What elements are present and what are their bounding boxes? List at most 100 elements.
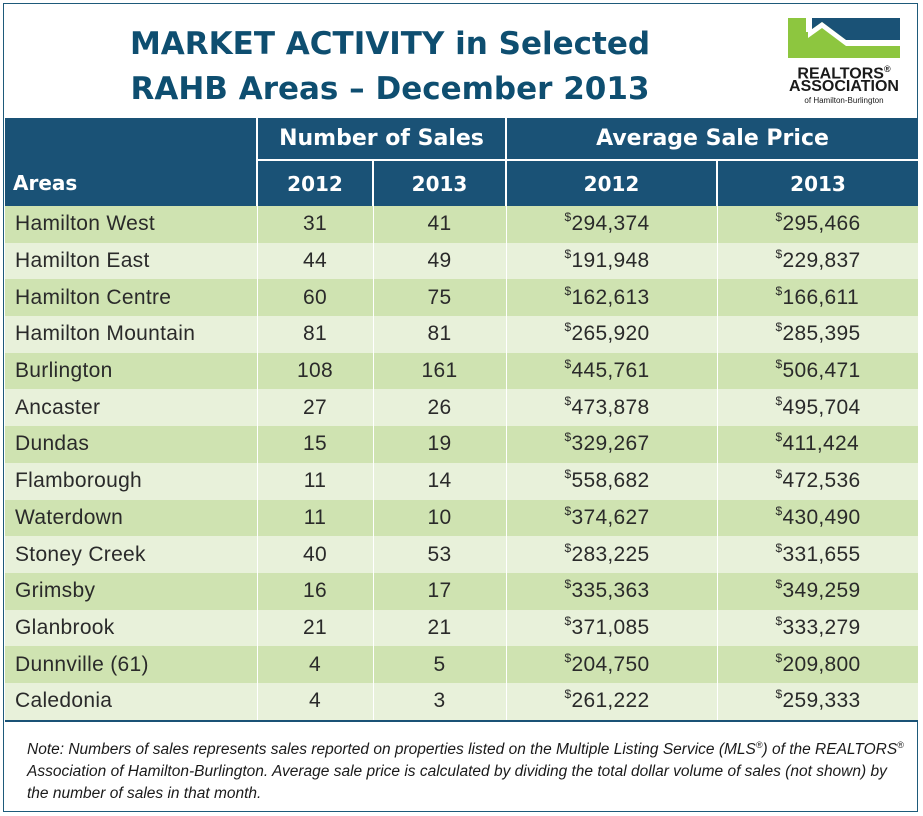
sales-2013-cell: 75 xyxy=(372,279,506,317)
table-row: Hamilton Mountain 81 81 $265,920 $285,39… xyxy=(5,316,919,353)
price-2012-cell: $265,920 xyxy=(505,316,717,353)
currency-symbol: $ xyxy=(564,503,572,518)
currency-symbol: $ xyxy=(564,320,572,335)
area-cell: Grimsby xyxy=(5,572,257,610)
currency-symbol: $ xyxy=(775,503,783,518)
currency-symbol: $ xyxy=(775,430,783,445)
price-2013-cell: $331,655 xyxy=(716,536,919,573)
sales-2013-cell: 53 xyxy=(372,536,506,573)
market-activity-table: Number of Sales Average Sale Price Areas… xyxy=(5,118,919,720)
area-cell: Ancaster xyxy=(5,389,257,427)
logo-text-association: ASSOCIATION xyxy=(789,78,899,95)
table-row: Waterdown 11 10 $374,627 $430,490 xyxy=(5,499,919,537)
price-2013-cell: $411,424 xyxy=(716,426,919,463)
page-title: MARKET ACTIVITY in Selected RAHB Areas –… xyxy=(70,22,710,112)
table-row: Dundas 15 19 $329,267 $411,424 xyxy=(5,426,919,463)
currency-symbol: $ xyxy=(564,247,572,262)
sales-2012-cell: 21 xyxy=(256,609,373,647)
currency-symbol: $ xyxy=(564,393,572,408)
currency-symbol: $ xyxy=(775,650,783,665)
sales-2012-cell: 4 xyxy=(256,646,373,683)
footnote: Note: Numbers of sales represents sales … xyxy=(5,720,918,812)
currency-symbol: $ xyxy=(564,430,572,445)
currency-symbol: $ xyxy=(564,540,572,555)
area-cell: Dundas xyxy=(5,426,257,463)
area-cell: Waterdown xyxy=(5,499,257,537)
sales-2013-cell: 41 xyxy=(372,206,506,243)
area-cell: Flamborough xyxy=(5,462,257,500)
currency-symbol: $ xyxy=(564,357,572,372)
table-row: Hamilton West 31 41 $294,374 $295,466 xyxy=(5,206,919,243)
house-roofline-logo-icon xyxy=(788,18,900,58)
sales-2013-cell: 3 xyxy=(372,682,506,720)
area-cell: Hamilton Mountain xyxy=(5,316,257,353)
price-2013-cell: $472,536 xyxy=(716,462,919,500)
price-2013-cell: $430,490 xyxy=(716,499,919,537)
currency-symbol: $ xyxy=(775,283,783,298)
sales-2012-cell: 60 xyxy=(256,279,373,317)
title-line-1: MARKET ACTIVITY in Selected xyxy=(129,26,651,62)
price-2013-cell: $333,279 xyxy=(716,609,919,647)
group-header-blank xyxy=(5,118,257,160)
price-2012-cell: $204,750 xyxy=(505,646,717,683)
realtors-association-logo: REALTORS® ASSOCIATION of Hamilton-Burlin… xyxy=(788,18,900,110)
area-cell: Dunnville (61) xyxy=(5,646,257,683)
sales-2012-cell: 81 xyxy=(256,316,373,353)
price-2012-cell: $445,761 xyxy=(505,352,717,390)
table-row: Flamborough 11 14 $558,682 $472,536 xyxy=(5,462,919,500)
currency-symbol: $ xyxy=(775,540,783,555)
price-2013-cell: $209,800 xyxy=(716,646,919,683)
price-2012-cell: $558,682 xyxy=(505,462,717,500)
price-2013-cell: $495,704 xyxy=(716,389,919,427)
currency-symbol: $ xyxy=(775,210,783,225)
sales-2013-cell: 81 xyxy=(372,316,506,353)
sales-2013-cell: 161 xyxy=(372,352,506,390)
price-2012-cell: $473,878 xyxy=(505,389,717,427)
sales-2012-cell: 4 xyxy=(256,682,373,720)
currency-symbol: $ xyxy=(775,467,783,482)
table-row: Hamilton East 44 49 $191,948 $229,837 xyxy=(5,242,919,280)
sales-2012-cell: 11 xyxy=(256,499,373,537)
sales-2013-cell: 17 xyxy=(372,572,506,610)
table-row: Dunnville (61) 4 5 $204,750 $209,800 xyxy=(5,646,919,683)
currency-symbol: $ xyxy=(564,467,572,482)
sales-2012-cell: 27 xyxy=(256,389,373,427)
column-header-price-2012: 2012 xyxy=(505,159,717,206)
currency-symbol: $ xyxy=(775,613,783,628)
price-2012-cell: $335,363 xyxy=(505,572,717,610)
price-2013-cell: $166,611 xyxy=(716,279,919,317)
sales-2013-cell: 19 xyxy=(372,426,506,463)
table-row: Grimsby 16 17 $335,363 $349,259 xyxy=(5,572,919,610)
sales-2012-cell: 16 xyxy=(256,572,373,610)
price-2012-cell: $162,613 xyxy=(505,279,717,317)
sales-2013-cell: 26 xyxy=(372,389,506,427)
logo-text-realtors: REALTORS® xyxy=(797,64,891,83)
table-row: Ancaster 27 26 $473,878 $495,704 xyxy=(5,389,919,427)
table-row: Stoney Creek 40 53 $283,225 $331,655 xyxy=(5,536,919,573)
currency-symbol: $ xyxy=(564,687,572,702)
sales-2012-cell: 11 xyxy=(256,462,373,500)
currency-symbol: $ xyxy=(775,393,783,408)
sales-2013-cell: 14 xyxy=(372,462,506,500)
table-row: Caledonia 4 3 $261,222 $259,333 xyxy=(5,682,919,720)
price-2012-cell: $329,267 xyxy=(505,426,717,463)
area-cell: Caledonia xyxy=(5,682,257,720)
currency-symbol: $ xyxy=(775,320,783,335)
currency-symbol: $ xyxy=(775,357,783,372)
table-row: Hamilton Centre 60 75 $162,613 $166,611 xyxy=(5,279,919,317)
currency-symbol: $ xyxy=(775,577,783,592)
group-header-number-of-sales: Number of Sales xyxy=(256,118,506,160)
price-2013-cell: $259,333 xyxy=(716,682,919,720)
area-cell: Hamilton East xyxy=(5,242,257,280)
sales-2012-cell: 108 xyxy=(256,352,373,390)
price-2013-cell: $295,466 xyxy=(716,206,919,243)
column-header-sales-2012: 2012 xyxy=(256,159,373,206)
logo-text-region: of Hamilton-Burlington xyxy=(804,96,884,105)
price-2012-cell: $191,948 xyxy=(505,242,717,280)
price-2013-cell: $349,259 xyxy=(716,572,919,610)
price-2012-cell: $261,222 xyxy=(505,682,717,720)
price-2012-cell: $371,085 xyxy=(505,609,717,647)
column-header-sales-2013: 2013 xyxy=(372,159,506,206)
currency-symbol: $ xyxy=(775,687,783,702)
price-2013-cell: $285,395 xyxy=(716,316,919,353)
